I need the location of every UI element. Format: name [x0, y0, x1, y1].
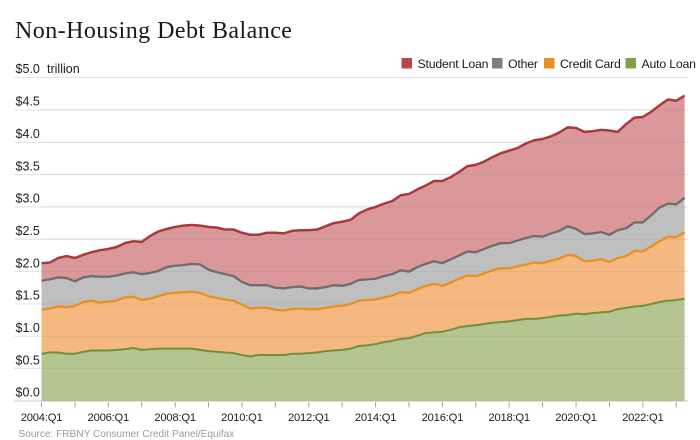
svg-text:2018:Q1: 2018:Q1 [488, 412, 530, 424]
svg-text:$3.0: $3.0 [16, 192, 40, 206]
svg-text:$2.0: $2.0 [16, 256, 40, 270]
svg-text:2010:Q1: 2010:Q1 [221, 412, 263, 424]
svg-text:$4.5: $4.5 [16, 95, 40, 109]
svg-text:2012:Q1: 2012:Q1 [288, 412, 330, 424]
svg-text:trillion: trillion [47, 62, 80, 76]
svg-text:Other: Other [508, 57, 538, 71]
svg-text:Credit Card: Credit Card [560, 57, 621, 71]
svg-text:2004:Q1: 2004:Q1 [21, 412, 63, 424]
svg-text:Non-Housing Debt Balance: Non-Housing Debt Balance [15, 18, 292, 44]
svg-text:Student Loan: Student Loan [418, 57, 489, 71]
svg-text:2020:Q1: 2020:Q1 [555, 412, 597, 424]
svg-text:2008:Q1: 2008:Q1 [154, 412, 196, 424]
svg-text:2022:Q1: 2022:Q1 [622, 412, 664, 424]
svg-text:$3.5: $3.5 [16, 159, 40, 173]
svg-text:2016:Q1: 2016:Q1 [422, 412, 464, 424]
svg-text:$4.0: $4.0 [16, 127, 40, 141]
svg-text:$1.5: $1.5 [16, 289, 40, 303]
svg-text:2014:Q1: 2014:Q1 [355, 412, 397, 424]
svg-text:$1.0: $1.0 [16, 321, 40, 335]
svg-text:$5.0: $5.0 [16, 62, 40, 76]
svg-text:2006:Q1: 2006:Q1 [88, 412, 130, 424]
svg-text:$2.5: $2.5 [16, 224, 40, 238]
svg-text:Source: FRBNY Consumer Credit: Source: FRBNY Consumer Credit Panel/Equi… [19, 429, 235, 440]
svg-text:$0.0: $0.0 [16, 386, 40, 400]
svg-text:$0.5: $0.5 [16, 353, 40, 367]
svg-text:Auto Loan: Auto Loan [642, 57, 697, 71]
